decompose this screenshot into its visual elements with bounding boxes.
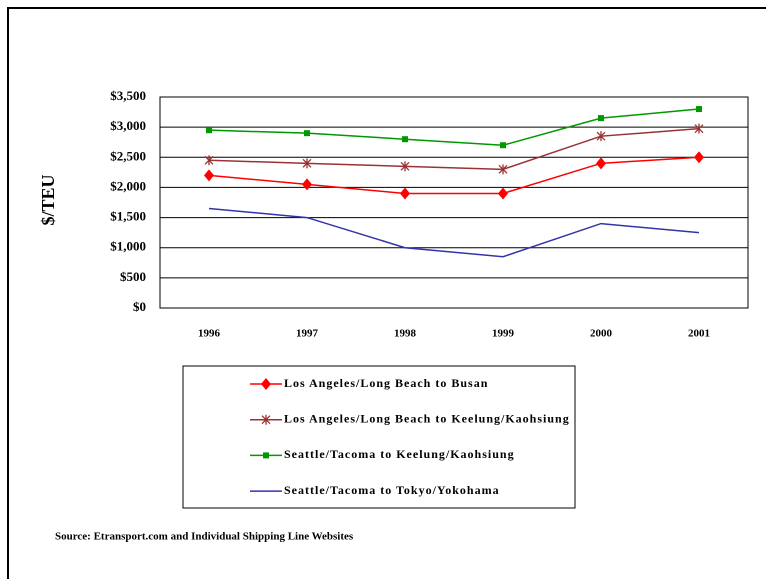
point [596, 157, 606, 170]
plot-area [159, 96, 749, 309]
frame [7, 7, 766, 579]
x-tick-label: 1996 [198, 328, 221, 340]
legend-box [182, 365, 576, 509]
point [204, 155, 214, 166]
point [402, 136, 408, 143]
source-note: Source: Etransport.com and Individual Sh… [55, 531, 354, 543]
point [694, 151, 704, 164]
point [500, 142, 506, 149]
y-tick-label: $0 [133, 299, 146, 314]
point [598, 115, 604, 122]
x-tick-label: 1997 [296, 328, 319, 340]
y-axis-label: $/TEU [38, 174, 58, 225]
series-line [208, 108, 700, 146]
legend-marker [261, 378, 271, 390]
y-tick-label: $500 [120, 269, 146, 284]
series-line [208, 156, 700, 195]
point [498, 187, 508, 200]
legend-label: Los Angeles/Long Beach to Keelung/Kaohsi… [284, 411, 570, 425]
point [696, 106, 702, 113]
point [694, 123, 704, 134]
point [400, 187, 410, 200]
point [206, 127, 212, 134]
point [304, 130, 310, 137]
y-tick-label: $2,500 [110, 148, 146, 163]
point [400, 161, 410, 172]
y-tick-label: $3,000 [110, 118, 146, 133]
y-tick-label: $1,500 [110, 209, 146, 224]
x-tick-label: 1999 [492, 328, 515, 340]
series-line [208, 207, 700, 258]
legend-marker [261, 414, 271, 425]
point [302, 158, 312, 169]
y-tick-label: $3,500 [110, 88, 146, 103]
point [302, 178, 312, 191]
legend-label: Los Angeles/Long Beach to Busan [284, 376, 488, 390]
legend-label: Seattle/Tacoma to Tokyo/Yokohama [284, 483, 500, 497]
y-tick-label: $2,000 [110, 178, 146, 193]
x-tick-label: 2000 [590, 328, 613, 340]
point [498, 164, 508, 175]
x-tick-label: 1998 [394, 328, 417, 340]
point [596, 131, 606, 142]
legend-label: Seattle/Tacoma to Keelung/Kaohsiung [284, 447, 515, 461]
legend-marker [263, 452, 269, 459]
y-tick-label: $1,000 [110, 239, 146, 254]
x-tick-label: 2001 [688, 328, 710, 340]
point [204, 169, 214, 182]
series-line [208, 127, 700, 171]
